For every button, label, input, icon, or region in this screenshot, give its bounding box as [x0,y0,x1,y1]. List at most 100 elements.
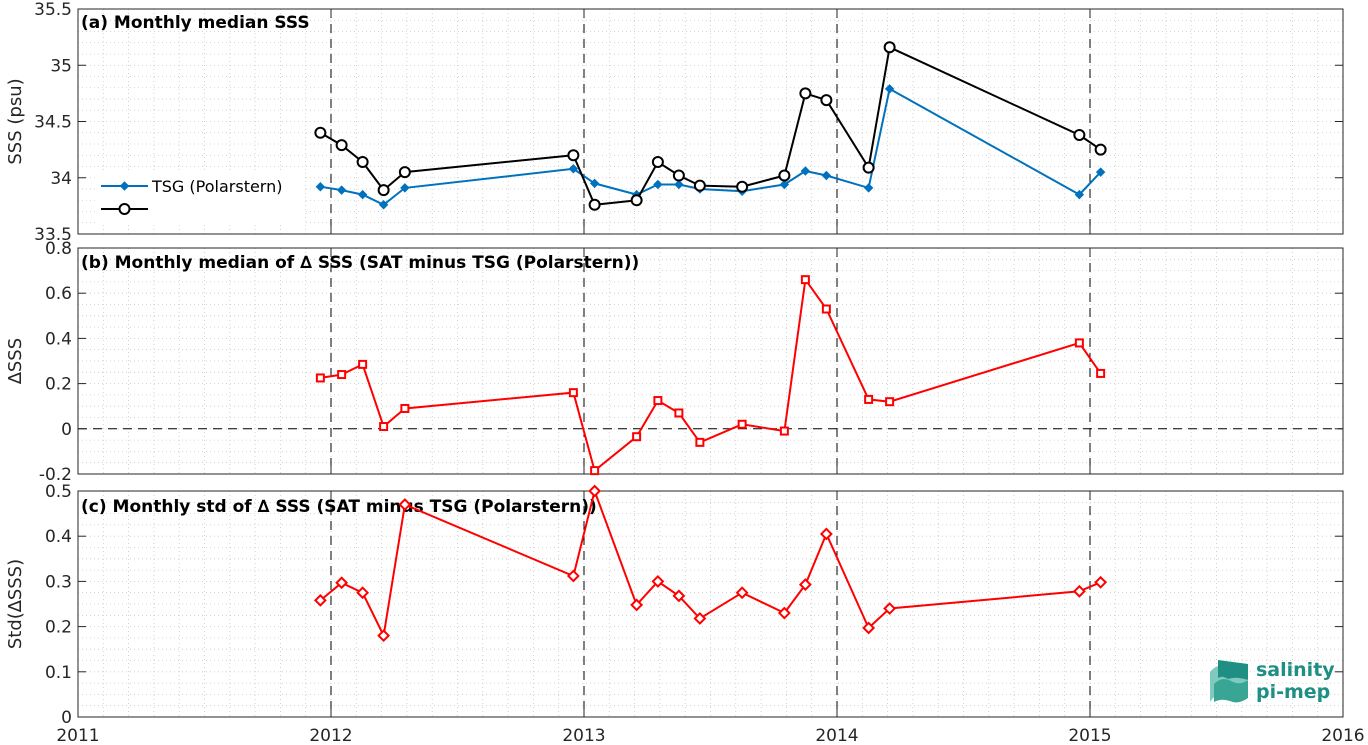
x-tick-label: 2013 [562,726,605,745]
data-point [778,169,791,182]
legend: TSG (Polarstern) [97,172,303,224]
data-point [883,602,897,615]
y-tick-label: 0.2 [45,618,72,638]
legend-marker-sat [118,203,131,215]
x-tick-label: 2016 [1321,726,1364,745]
legend-marker-tsg [119,181,130,191]
y-tick-label: 0.5 [45,482,72,502]
data-point [356,586,370,600]
data-point [400,183,410,193]
data-point [798,578,812,591]
data-point [1094,575,1108,589]
data-point [884,84,895,94]
data-point [883,41,896,54]
y-tick-label: 0.1 [45,663,72,683]
y-axis-label: Std(∆SSS) [5,559,26,649]
y-tick-label: 0.4 [45,527,72,547]
series-0 [313,484,1108,643]
y-axis-label: ∆SSS [5,338,26,385]
data-point [1094,143,1107,156]
data-point [590,466,600,476]
panel-c: 0 0.1 0.2 0.3 0.4 0.5 Std(∆SSS) (c) Monthly std… [5,482,1344,728]
data-point [568,164,579,174]
series-0 [315,275,1106,476]
data-point [779,426,789,436]
data-point [737,419,747,429]
data-point [862,161,875,174]
data-point [1073,129,1086,141]
data-point [335,139,348,152]
data-point [863,183,874,193]
data-point [653,179,663,190]
data-point [357,189,368,200]
data-point [315,182,326,192]
data-point [589,178,600,189]
y-tick-label: 34.5 [34,113,72,133]
data-point [777,606,791,620]
data-point [653,396,663,406]
y-tick-label: 35.5 [34,0,72,20]
data-point [672,589,686,603]
y-tick-label: 0.2 [45,375,72,395]
data-point [1072,584,1086,598]
data-point [630,194,643,207]
data-point [379,422,389,432]
x-tick-label: 2012 [309,726,352,745]
x-tick-label: 2011 [56,726,99,745]
data-point [632,432,642,442]
data-point [378,200,389,210]
data-point [820,94,833,107]
panel-title: (b) Monthly median of ∆ SSS (SAT minus T… [81,253,639,273]
data-point [314,126,327,139]
data-point [674,179,684,190]
y-tick-label: 0.6 [45,284,72,304]
data-point [693,179,706,192]
y-tick-label: 0.3 [45,572,72,592]
data-point [588,484,602,498]
panel-title: (c) Monthly std of ∆ SSS (SAT minus TSG … [81,497,597,517]
data-point [819,527,833,541]
legend-label-tsg: TSG (Polarstern) [151,177,282,196]
data-point [651,156,664,168]
data-point [674,408,684,418]
series-1 [314,41,1107,211]
data-point [335,576,349,590]
data-point [651,574,665,588]
data-point [313,593,327,607]
data-point [567,149,580,162]
logo-text-salinity: salinity [1256,659,1335,681]
x-tick-label: 2014 [815,726,858,745]
data-point [337,370,347,380]
axes-box [77,247,1344,475]
data-point [1074,189,1085,200]
data-point [885,397,895,407]
panel-b: -0.2 0 0.2 0.4 0.6 0.8 ∆SSS (b) Monthly median … [5,239,1344,485]
data-point [672,169,685,182]
x-tick-label: 2015 [1068,726,1111,745]
logo-text-pimep: pi-mep [1256,681,1330,703]
data-point [400,403,410,413]
y-tick-label: 35 [50,56,72,76]
data-point [862,621,876,635]
data-point [821,170,832,181]
y-tick-label: 33.5 [34,225,72,245]
data-point [779,179,790,190]
data-point [588,198,601,211]
data-point [800,275,810,285]
grid [77,248,1344,474]
y-tick-label: 34 [50,169,72,189]
y-tick-label: 0 [61,420,72,440]
salinity-pi-mep-logo: salinity pi-mep [1210,659,1335,703]
y-tick-label: -0.2 [39,465,72,485]
panel-title: (a) Monthly median SSS [81,13,310,33]
data-point [377,184,390,197]
data-point [821,304,831,314]
axes-box [77,490,1344,718]
data-point [1095,167,1106,177]
y-tick-label: 0 [61,708,72,728]
logo-wave-icon [1210,660,1248,703]
data-point [398,166,411,179]
data-point [398,498,412,511]
data-point [568,388,578,398]
